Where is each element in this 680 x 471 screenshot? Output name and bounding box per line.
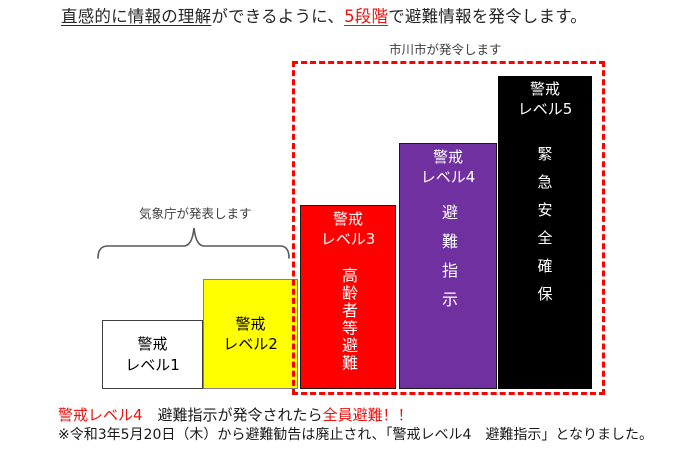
title-underlined-segment: 直感的に情報の理解 [61,7,212,26]
footer-level4-emphasis: 警戒レベル4 [58,406,143,424]
level-2-label: 警戒 レベル2 [223,314,278,353]
level-5-action: 緊急安全確保 [535,145,554,314]
level-4-action: 避難指示 [439,203,458,320]
level-1-label: 警戒 レベル1 [125,335,180,374]
level-3-bar: 警戒 レベル3 高齢者等避難 [300,205,396,389]
curly-brace-icon [97,227,290,259]
level-5-bar: 警戒 レベル5 緊急安全確保 [498,76,592,389]
level-4-label: 警戒 レベル4 [420,148,476,187]
jma-issuer-label: 気象庁が発表します [139,206,252,221]
level-1-bar: 警戒 レベル1 [102,320,203,389]
level-4-bar: 警戒 レベル4 避難指示 [399,143,497,389]
level-5-label: 警戒 レベル5 [517,80,573,119]
city-issuer-label: 市川市が発令します [389,42,502,57]
level-2-bar: 警戒 レベル2 [203,279,298,389]
level-3-label: 警戒 レベル3 [320,210,376,249]
title-plain-segment-1: ができるように、 [211,7,345,26]
five-levels-highlight: 5段階 [344,7,389,26]
page-title: 直感的に情報の理解ができるように、5段階で避難情報を発令します。 [61,7,587,28]
footer-evacuate-all-emphasis: 全員避難！！ [322,406,413,424]
footer-warning: 警戒レベル4 避難指示が発令されたら全員避難！！ [58,404,413,425]
footer-middle-text: 避難指示が発令されたら [142,406,323,424]
level-3-action: 高齢者等避難 [339,266,358,372]
title-plain-segment-2: で避難情報を発令します。 [388,7,587,26]
footer-note: ※令和3年5月20日（木）から避難勧告は廃止され、「警戒レベル4 避難指示」とな… [58,427,653,443]
